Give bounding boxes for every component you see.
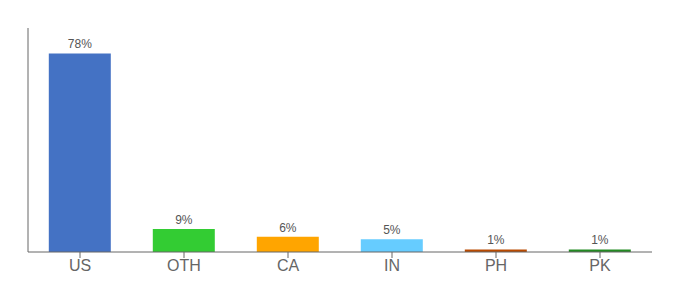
svg-text:OTH: OTH — [167, 257, 201, 274]
svg-text:9%: 9% — [175, 213, 193, 227]
svg-text:78%: 78% — [68, 37, 92, 51]
svg-text:5%: 5% — [383, 223, 401, 237]
svg-text:US: US — [69, 257, 91, 274]
svg-text:1%: 1% — [591, 233, 609, 247]
svg-text:6%: 6% — [279, 221, 297, 235]
svg-text:PH: PH — [485, 257, 507, 274]
svg-text:PK: PK — [589, 257, 611, 274]
svg-text:CA: CA — [277, 257, 300, 274]
svg-text:IN: IN — [384, 257, 400, 274]
svg-text:1%: 1% — [487, 233, 505, 247]
